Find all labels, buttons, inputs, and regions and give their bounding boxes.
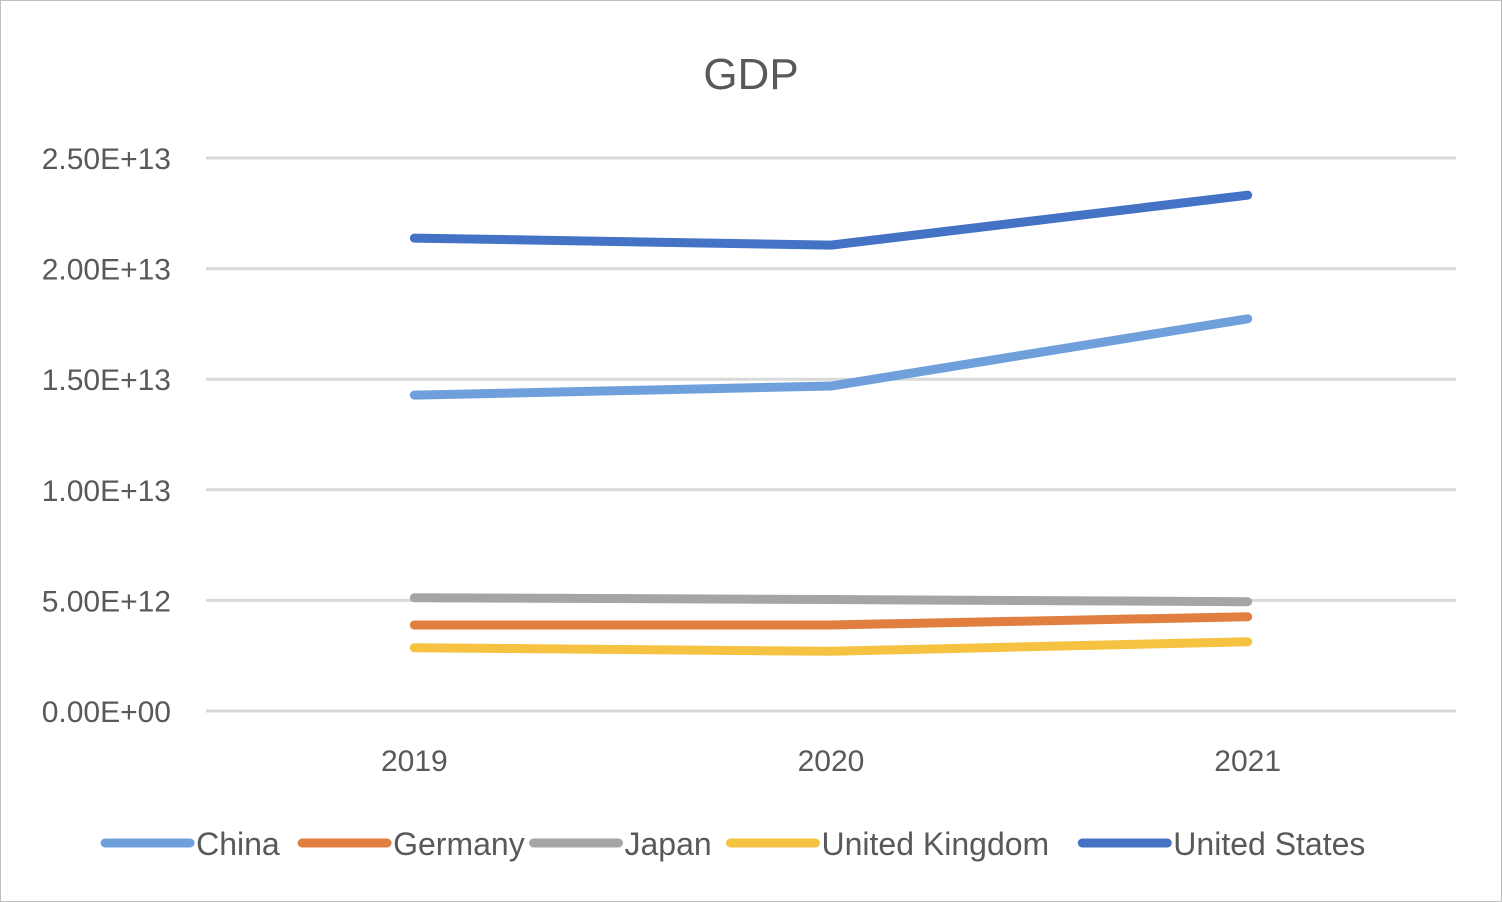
y-tick-label: 2.50E+13	[42, 143, 171, 176]
legend-item-united-states: United States	[1077, 826, 1365, 862]
x-tick-label: 2021	[1214, 745, 1281, 778]
legend-item-japan: Japan	[529, 826, 712, 862]
y-tick-label: 1.50E+13	[42, 364, 171, 397]
x-tick-label: 2019	[381, 745, 448, 778]
series-line-china	[409, 314, 1253, 400]
x-axis-tick-labels: 2019 2020 2021	[381, 745, 1281, 778]
legend-label: United States	[1173, 826, 1365, 862]
legend-label: China	[196, 826, 280, 862]
y-tick-label: 1.00E+13	[42, 475, 171, 508]
y-tick-label: 5.00E+12	[42, 585, 171, 618]
series-lines	[409, 190, 1253, 656]
series-line-japan	[409, 593, 1253, 607]
legend-label: United Kingdom	[822, 826, 1050, 862]
legend-item-germany: Germany	[297, 826, 525, 862]
legend-item-china: China	[100, 826, 280, 862]
legend: China Germany Japan United Kingdom United St…	[100, 826, 1365, 862]
legend-label: Japan	[625, 826, 712, 862]
series-line-germany	[409, 612, 1253, 630]
series-line-united-kingdom	[409, 637, 1253, 656]
legend-item-united-kingdom: United Kingdom	[726, 826, 1050, 862]
y-tick-label: 0.00E+00	[42, 696, 171, 729]
y-tick-label: 2.00E+13	[42, 254, 171, 287]
chart-title: GDP	[703, 50, 798, 99]
y-axis-tick-labels: 0.00E+00 5.00E+12 1.00E+13 1.50E+13 2.00E+13…	[42, 143, 171, 729]
legend-label: Germany	[393, 826, 525, 862]
x-tick-label: 2020	[798, 745, 865, 778]
series-line-united-states	[409, 190, 1253, 250]
